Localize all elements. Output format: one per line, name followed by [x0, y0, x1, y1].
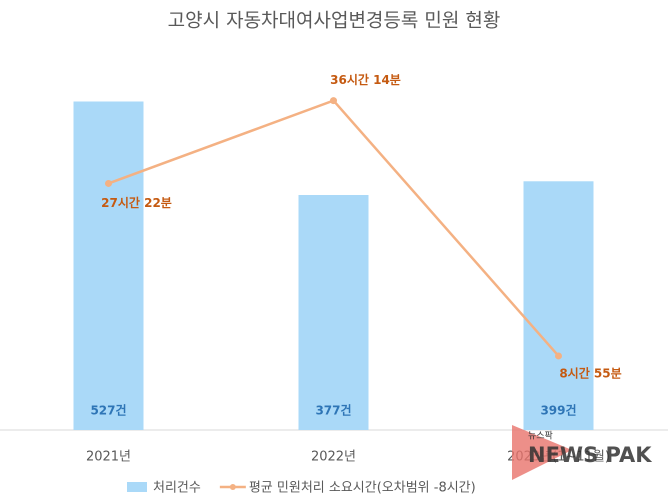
x-tick-label: 2021년 — [86, 450, 131, 465]
bar — [298, 195, 369, 430]
bar — [73, 101, 144, 431]
data-label: 27시간 22분 — [101, 195, 172, 210]
bar — [523, 181, 594, 430]
line-point — [105, 179, 112, 187]
chart-title: 고양시 자동차대여사업변경등록 민원 현황 — [168, 10, 501, 32]
watermark-logo — [512, 425, 572, 480]
data-label: 527건 — [90, 403, 126, 418]
data-label: 399건 — [540, 403, 576, 418]
line-point — [555, 352, 562, 360]
legend-swatch — [229, 484, 236, 490]
x-tick-label: 2022년 — [311, 450, 356, 465]
watermark-small: 뉴스팍 — [528, 431, 553, 442]
data-label: 377건 — [315, 403, 351, 418]
watermark-large: NEWS PAK — [528, 443, 652, 467]
legend-swatch — [127, 482, 147, 492]
legend-label: 처리건수 — [153, 481, 201, 496]
data-label: 36시간 14분 — [330, 72, 401, 87]
line-point — [330, 97, 337, 105]
legend-label: 평균 민원처리 소요시간(오차범위 -8시간) — [249, 481, 476, 496]
data-label: 8시간 55분 — [559, 365, 621, 380]
